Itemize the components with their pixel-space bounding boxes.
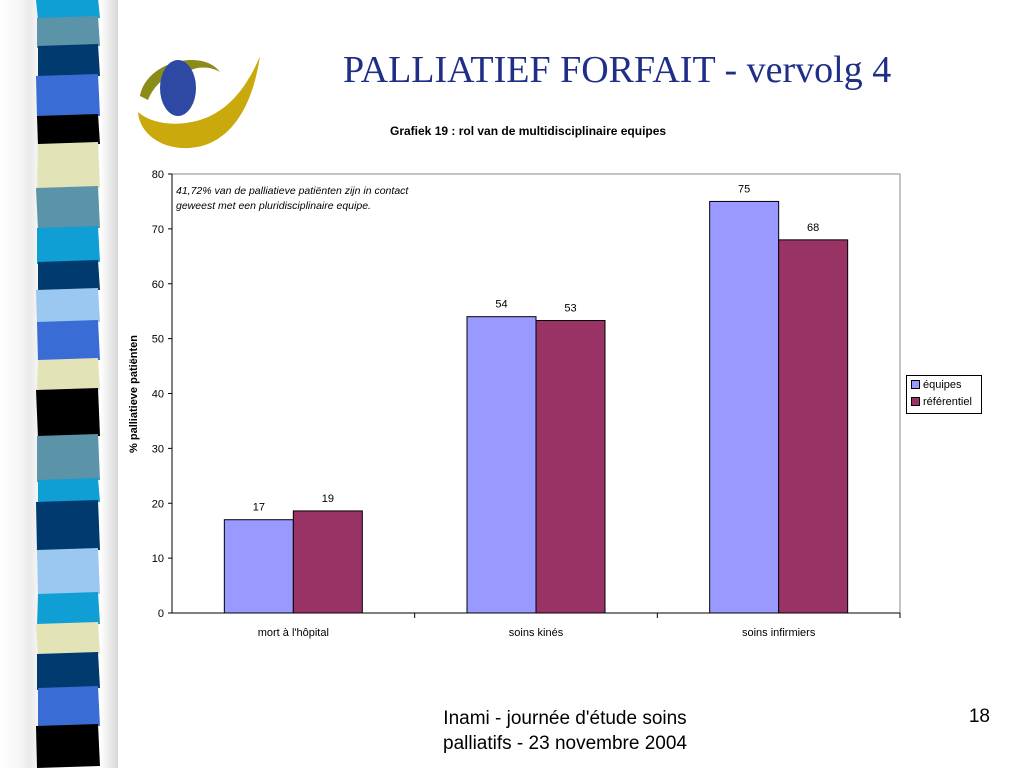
x-tick-label: soins infirmiers [742, 627, 816, 639]
bar-value-label: 19 [322, 493, 334, 505]
decorative-stripe [36, 724, 100, 768]
decorative-stripe [37, 548, 100, 596]
decorative-stripe-panel [0, 0, 118, 768]
logo-arc [140, 60, 220, 100]
decorative-stripe [37, 358, 100, 392]
slide-title: PALLIATIEF FORFAIT - vervolg 4 [343, 49, 892, 91]
y-tick-label: 0 [158, 608, 164, 620]
bar-value-label: 68 [807, 222, 819, 234]
decorative-stripe [36, 186, 100, 230]
bar [223, 519, 294, 614]
logo-eye [160, 60, 196, 116]
chart-title: Grafiek 19 : rol van de multidisciplinai… [390, 124, 667, 138]
footer-text: Inami - journée d'étude soins palliatifs… [443, 708, 687, 754]
decorative-stripe [38, 44, 100, 78]
x-tick-label: mort à l'hôpital [258, 627, 329, 639]
decorative-stripe [37, 652, 100, 690]
decorative-stripe [37, 434, 100, 482]
y-tick-label: 20 [152, 498, 164, 510]
bar-value-label: 53 [564, 303, 576, 315]
legend-label-equipes: équipes [923, 378, 962, 391]
legend-swatch-referentiel [911, 397, 920, 406]
page-number: 18 [968, 706, 990, 727]
y-tick-label: 10 [152, 553, 164, 565]
y-axis-label: % palliatieve patiënten [128, 335, 140, 453]
logo-swoosh [138, 56, 260, 149]
bar-value-label: 54 [495, 299, 507, 311]
x-tick-label: soins kinés [509, 627, 564, 639]
chart-annotation-line-1: 41,72% van de palliatieve patiënten zijn… [176, 185, 409, 197]
chart-legend: équipes référentiel [906, 375, 982, 414]
y-tick-label: 80 [152, 169, 164, 181]
decorative-stripe [36, 288, 100, 324]
legend-swatch-equipes [911, 380, 920, 389]
y-tick-label: 70 [152, 224, 164, 236]
y-tick-label: 50 [152, 334, 164, 346]
decorative-stripe [37, 142, 100, 190]
decorative-stripe [37, 320, 100, 362]
decorative-stripe [36, 0, 100, 20]
bar-value-label: 17 [253, 502, 265, 514]
decorative-stripe [37, 226, 100, 264]
decorative-stripe [38, 686, 100, 728]
decorative-stripe [37, 114, 100, 146]
decorative-stripe [38, 260, 100, 292]
bar [778, 239, 849, 614]
chart-annotation-line-2: geweest met een pluridisciplinaire equip… [176, 200, 371, 212]
bar [466, 316, 537, 614]
decorative-stripe [36, 622, 100, 656]
inami-logo [138, 56, 260, 149]
y-tick-label: 30 [152, 443, 164, 455]
bar [709, 200, 780, 614]
y-tick-label: 40 [152, 389, 164, 401]
decorative-stripe [37, 592, 100, 626]
bar [535, 320, 606, 614]
decorative-stripe [37, 16, 100, 48]
bar-value-label: 75 [738, 183, 750, 195]
decorative-stripe [38, 478, 100, 504]
y-tick-label: 60 [152, 279, 164, 291]
decorative-stripe [36, 388, 100, 438]
bar [292, 510, 363, 614]
decorative-stripe [36, 500, 100, 552]
decorative-stripes [36, 0, 100, 768]
legend-item-referentiel: référentiel [907, 393, 981, 410]
legend-label-referentiel: référentiel [923, 395, 972, 408]
legend-item-equipes: équipes [907, 376, 981, 393]
decorative-stripe [36, 74, 100, 118]
